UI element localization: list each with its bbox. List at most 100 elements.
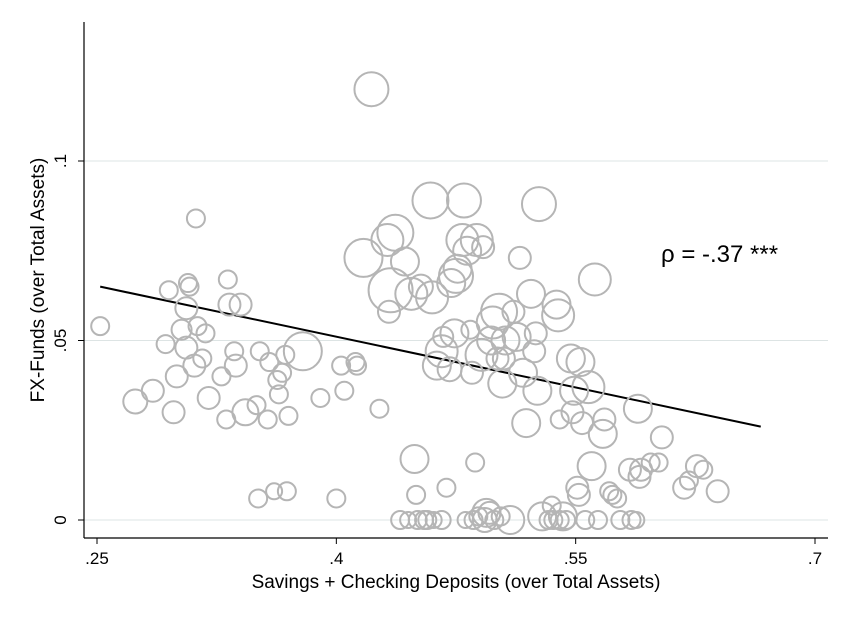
data-point: [678, 470, 699, 491]
data-point: [607, 488, 628, 509]
data-point: [275, 344, 296, 365]
data-points: [90, 71, 730, 535]
data-point: [158, 280, 179, 301]
data-point: [217, 269, 238, 290]
x-tick-label: .25: [85, 549, 109, 568]
x-axis-title: Savings + Checking Deposits (over Total …: [252, 572, 661, 593]
data-point: [411, 181, 450, 220]
data-point: [353, 71, 390, 108]
data-point: [541, 298, 576, 333]
y-tick-label: .05: [51, 329, 70, 353]
data-point: [559, 375, 590, 406]
y-axis-title: FX-Funds (over Total Assets): [28, 158, 49, 403]
data-point: [196, 385, 221, 410]
data-point: [705, 479, 730, 504]
data-point: [522, 339, 547, 364]
data-point: [257, 409, 278, 430]
data-point: [436, 268, 467, 299]
data-point: [223, 353, 248, 378]
data-point: [684, 454, 709, 479]
data-point: [439, 318, 470, 349]
data-point: [249, 341, 270, 362]
data-point: [185, 208, 206, 229]
data-point: [556, 510, 577, 530]
data-point: [331, 355, 352, 376]
data-point: [588, 510, 609, 530]
data-point: [640, 452, 661, 473]
data-point: [501, 321, 532, 352]
data-point: [376, 213, 415, 252]
axes: 0 .05 .1 .25 .4 .55 .7: [51, 22, 828, 568]
data-point: [276, 481, 297, 502]
x-tick-label: .7: [808, 549, 822, 568]
data-point: [182, 353, 207, 378]
data-point: [523, 321, 548, 346]
data-point: [406, 484, 427, 505]
data-point: [463, 510, 484, 530]
data-point: [487, 368, 518, 399]
data-point: [369, 398, 390, 419]
data-point: [648, 452, 669, 473]
data-point: [389, 246, 420, 277]
data-point: [515, 278, 546, 309]
data-point: [507, 245, 532, 270]
data-point: [370, 222, 405, 257]
data-point: [602, 484, 623, 505]
data-point: [490, 506, 511, 527]
data-point: [592, 407, 617, 432]
data-point: [326, 488, 347, 509]
data-point: [424, 334, 459, 369]
data-point: [649, 425, 674, 450]
x-tick-label: .55: [564, 549, 588, 568]
data-point: [421, 350, 452, 381]
data-point: [571, 370, 606, 405]
data-point: [577, 262, 612, 297]
data-point: [228, 292, 253, 317]
data-point: [407, 273, 434, 300]
data-point: [445, 182, 482, 219]
grid-lines: [84, 160, 828, 521]
data-point: [587, 418, 618, 449]
data-point: [522, 375, 553, 406]
data-point: [445, 222, 480, 257]
data-point: [367, 267, 414, 314]
data-point: [310, 387, 331, 408]
data-point: [211, 366, 232, 387]
data-point: [246, 395, 267, 416]
data-point: [464, 337, 499, 372]
data-point: [495, 505, 526, 535]
data-point: [231, 398, 260, 427]
data-point: [268, 384, 289, 405]
data-point: [376, 299, 401, 324]
data-point: [224, 341, 245, 362]
data-point: [174, 296, 199, 321]
data-point: [490, 325, 521, 356]
x-tick-label: .4: [329, 549, 343, 568]
data-point: [476, 325, 507, 356]
data-point: [621, 510, 642, 530]
data-point: [622, 393, 653, 424]
data-point: [491, 346, 516, 371]
correlation-annotation: ρ = -.37 ***: [661, 241, 778, 268]
y-tick-label: 0: [51, 515, 70, 524]
data-point: [399, 443, 430, 474]
data-point: [610, 510, 631, 530]
data-point: [565, 347, 596, 378]
data-point: [282, 331, 323, 372]
data-point: [278, 405, 299, 426]
data-point: [347, 355, 368, 376]
data-point: [192, 348, 213, 369]
data-point: [417, 510, 438, 530]
data-point: [480, 292, 519, 331]
data-point: [471, 235, 496, 260]
data-point: [195, 323, 216, 344]
data-point: [549, 510, 570, 530]
data-point: [432, 325, 455, 348]
data-point: [179, 276, 200, 297]
data-point: [164, 364, 189, 389]
data-point: [520, 186, 557, 223]
data-point: [576, 451, 607, 482]
data-point: [459, 360, 484, 385]
data-point: [394, 276, 429, 311]
